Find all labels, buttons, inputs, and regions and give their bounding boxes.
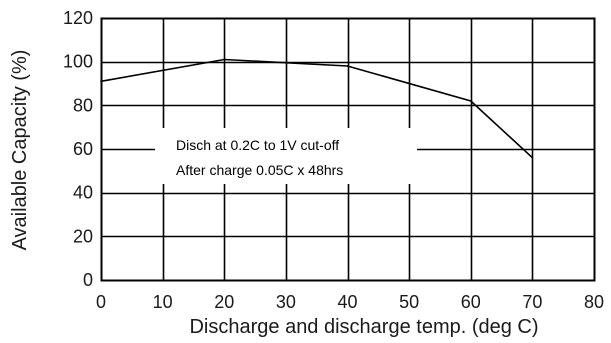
x-tick-label: 30 xyxy=(276,292,296,312)
annotation-background xyxy=(155,128,417,184)
data-point xyxy=(346,65,349,67)
y-tick-label: 80 xyxy=(73,95,93,115)
x-axis-label: Discharge and discharge temp. (deg C) xyxy=(189,316,538,338)
series-layer xyxy=(100,58,534,159)
data-point xyxy=(223,58,226,61)
data-point xyxy=(469,100,472,102)
x-tick-label: 10 xyxy=(153,292,173,312)
y-tick-label: 120 xyxy=(63,8,93,28)
data-point xyxy=(100,80,102,83)
y-tick-label: 20 xyxy=(73,226,93,246)
y-axis-label: Available Capacity (%) xyxy=(9,50,31,251)
y-tick-label: 60 xyxy=(73,139,93,159)
x-tick-label: 80 xyxy=(584,292,604,312)
x-tick-label: 70 xyxy=(522,292,542,312)
tick-labels: 0 10 20 30 40 50 60 70 80 0 20 40 60 80 100 120 xyxy=(63,8,604,312)
annotation-line-1: Disch at 0.2C to 1V cut-off xyxy=(176,137,339,153)
plot-frame xyxy=(100,17,596,282)
y-tick-label: 100 xyxy=(63,52,93,72)
annotation-box: Disch at 0.2C to 1V cut-off After charge… xyxy=(155,128,417,184)
y-tick-label: 40 xyxy=(73,183,93,203)
x-tick-label: 60 xyxy=(461,292,481,312)
x-tick-label: 0 xyxy=(96,292,106,312)
data-point xyxy=(531,156,534,159)
x-tick-label: 50 xyxy=(399,292,419,312)
x-tick-label: 40 xyxy=(337,292,357,312)
x-tick-label: 20 xyxy=(214,292,234,312)
annotation-line-2: After charge 0.05C x 48hrs xyxy=(176,162,343,178)
y-tick-label: 0 xyxy=(83,270,93,290)
